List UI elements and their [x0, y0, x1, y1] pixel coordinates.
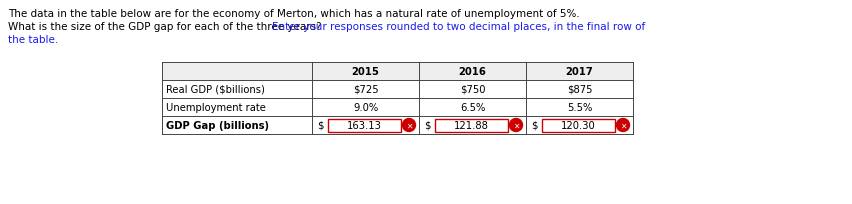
- Text: GDP Gap (billions): GDP Gap (billions): [166, 120, 269, 130]
- Text: 2017: 2017: [566, 67, 593, 77]
- Text: $750: $750: [460, 85, 486, 94]
- Text: What is the size of the GDP gap for each of the three years?: What is the size of the GDP gap for each…: [8, 22, 325, 32]
- Text: 9.0%: 9.0%: [353, 102, 378, 112]
- Text: 5.5%: 5.5%: [567, 102, 592, 112]
- Text: $725: $725: [353, 85, 378, 94]
- Text: ✕: ✕: [406, 121, 412, 130]
- Text: $: $: [424, 120, 430, 130]
- Text: $: $: [317, 120, 324, 130]
- Circle shape: [509, 119, 522, 132]
- Bar: [542, 119, 615, 132]
- Bar: [328, 119, 401, 132]
- Text: 121.88: 121.88: [454, 120, 489, 130]
- Text: The data in the table below are for the economy of Merton, which has a natural r: The data in the table below are for the …: [8, 9, 579, 19]
- Bar: [162, 63, 633, 81]
- Circle shape: [402, 119, 416, 132]
- Text: 120.30: 120.30: [561, 120, 596, 130]
- Text: the table.: the table.: [8, 35, 58, 45]
- Text: Unemployment rate: Unemployment rate: [166, 102, 266, 112]
- Text: Enter your responses rounded to two decimal places, in the final row of: Enter your responses rounded to two deci…: [272, 22, 645, 32]
- Text: ✕: ✕: [513, 121, 519, 130]
- Bar: [435, 119, 508, 132]
- Text: 6.5%: 6.5%: [460, 102, 485, 112]
- Text: $: $: [531, 120, 538, 130]
- Text: 2016: 2016: [458, 67, 486, 77]
- Text: $875: $875: [567, 85, 592, 94]
- Circle shape: [617, 119, 630, 132]
- Text: ✕: ✕: [619, 121, 626, 130]
- Text: Real GDP ($billions): Real GDP ($billions): [166, 85, 265, 94]
- Text: 163.13: 163.13: [347, 120, 382, 130]
- Text: 2015: 2015: [352, 67, 379, 77]
